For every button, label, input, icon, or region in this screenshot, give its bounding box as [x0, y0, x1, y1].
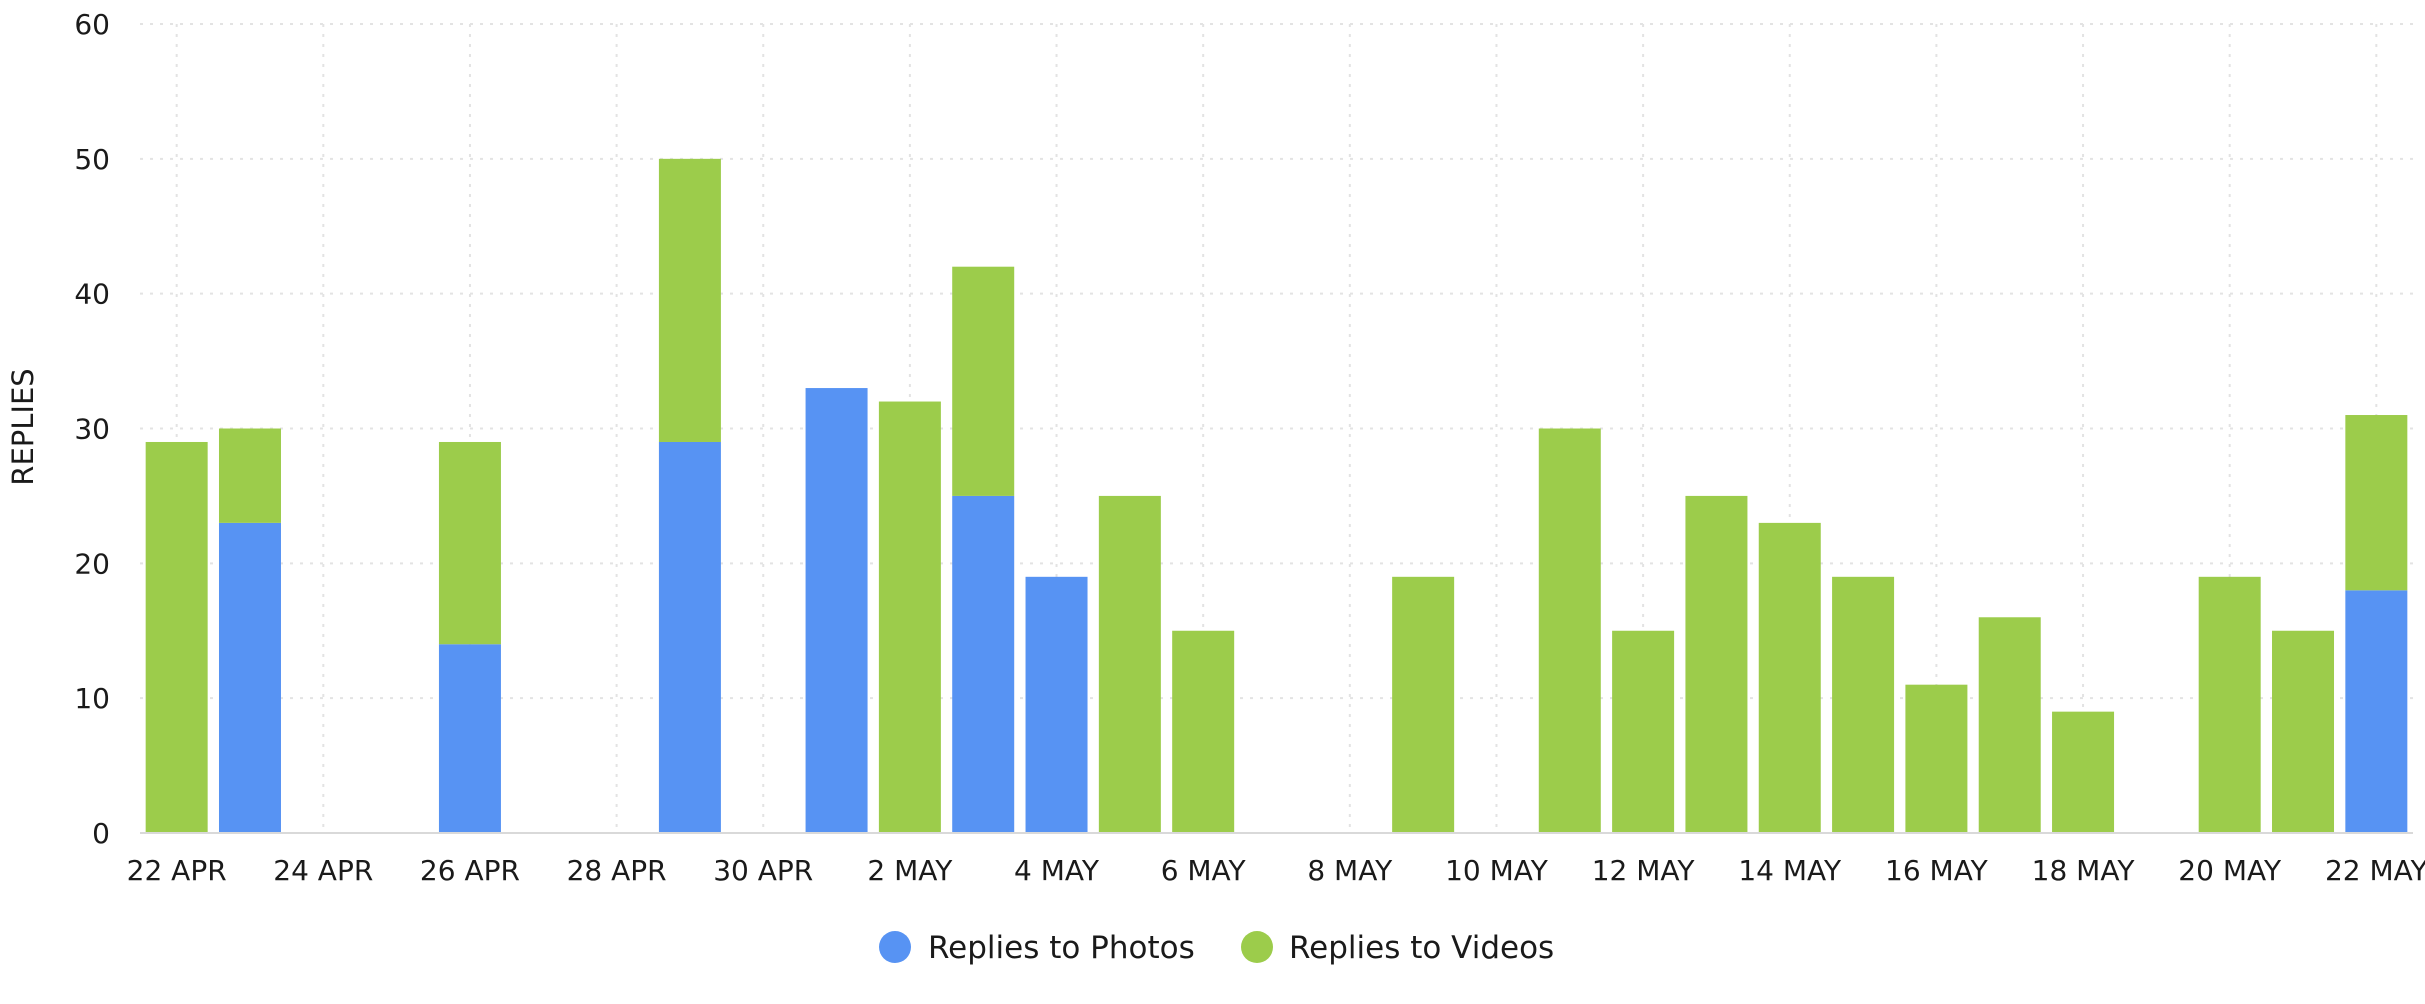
x-axis-ticks: 22 APR 24 APR 26 APR 28 APR 30 APR 2 MAY 4 MAY…: [127, 854, 2425, 887]
bar-segment-videos[interactable]: [1978, 617, 2041, 833]
bar-segment-videos[interactable]: [952, 266, 1015, 496]
bar-segment-videos[interactable]: [1685, 495, 1748, 833]
bar-segment-photos[interactable]: [952, 495, 1015, 833]
x-tick-label: 26 APR: [420, 854, 520, 887]
bar-segment-videos[interactable]: [658, 158, 721, 442]
bar-segment-videos[interactable]: [2052, 711, 2115, 833]
bar-segment-videos[interactable]: [1612, 630, 1675, 833]
y-tick-label: 40: [74, 278, 110, 311]
x-tick-label: 4 MAY: [1014, 854, 1100, 887]
x-tick-label: 10 MAY: [1445, 854, 1549, 887]
bar-segment-photos[interactable]: [438, 644, 501, 833]
bar-segment-videos[interactable]: [438, 441, 501, 645]
y-tick-label: 10: [74, 682, 110, 715]
y-tick-label: 50: [74, 143, 110, 176]
bars: [145, 158, 2408, 834]
legend-marker-videos[interactable]: [1241, 931, 1273, 963]
x-tick-label: 6 MAY: [1161, 854, 1247, 887]
x-tick-label: 30 APR: [713, 854, 813, 887]
legend-label-videos[interactable]: Replies to Videos: [1289, 930, 1554, 966]
bar-segment-photos[interactable]: [658, 441, 721, 833]
x-tick-label: 22 APR: [127, 854, 227, 887]
bar-segment-photos[interactable]: [1025, 576, 1088, 833]
x-tick-label: 20 MAY: [2178, 854, 2282, 887]
y-tick-label: 30: [74, 413, 110, 446]
bar-segment-photos[interactable]: [805, 388, 868, 833]
x-tick-label: 18 MAY: [2032, 854, 2136, 887]
bar-segment-videos[interactable]: [145, 441, 208, 833]
y-axis-label: REPLIES: [6, 368, 40, 485]
bar-segment-videos[interactable]: [1172, 630, 1235, 833]
bar-segment-videos[interactable]: [1905, 684, 1968, 833]
x-tick-label: 28 APR: [567, 854, 667, 887]
y-axis-ticks: 0 10 20 30 40 50 60: [74, 8, 110, 850]
bar-segment-videos[interactable]: [1758, 522, 1821, 833]
bar-segment-videos[interactable]: [2272, 630, 2335, 833]
x-tick-label: 22 MAY: [2325, 854, 2425, 887]
x-tick-label: 8 MAY: [1307, 854, 1393, 887]
bar-segment-videos[interactable]: [1538, 428, 1601, 834]
x-tick-label: 12 MAY: [1592, 854, 1696, 887]
legend-marker-photos[interactable]: [879, 931, 911, 963]
bar-segment-videos[interactable]: [218, 428, 281, 523]
bar-segment-videos[interactable]: [2198, 576, 2261, 833]
bar-segment-videos[interactable]: [1832, 576, 1895, 833]
x-tick-label: 14 MAY: [1738, 854, 1842, 887]
bar-segment-videos[interactable]: [878, 401, 941, 833]
y-tick-label: 0: [92, 817, 110, 850]
y-tick-label: 20: [74, 547, 110, 580]
x-tick-label: 2 MAY: [867, 854, 953, 887]
y-tick-label: 60: [74, 8, 110, 41]
bar-segment-videos[interactable]: [1098, 495, 1161, 833]
legend-label-photos[interactable]: Replies to Photos: [928, 930, 1195, 966]
x-tick-label: 16 MAY: [1885, 854, 1989, 887]
x-tick-label: 24 APR: [273, 854, 373, 887]
bar-segment-videos[interactable]: [2345, 415, 2408, 591]
bar-segment-photos[interactable]: [218, 522, 281, 833]
bar-segment-photos[interactable]: [2345, 590, 2408, 833]
legend: Replies to Photos Replies to Videos: [879, 930, 1554, 966]
bar-segment-videos[interactable]: [1392, 576, 1455, 833]
